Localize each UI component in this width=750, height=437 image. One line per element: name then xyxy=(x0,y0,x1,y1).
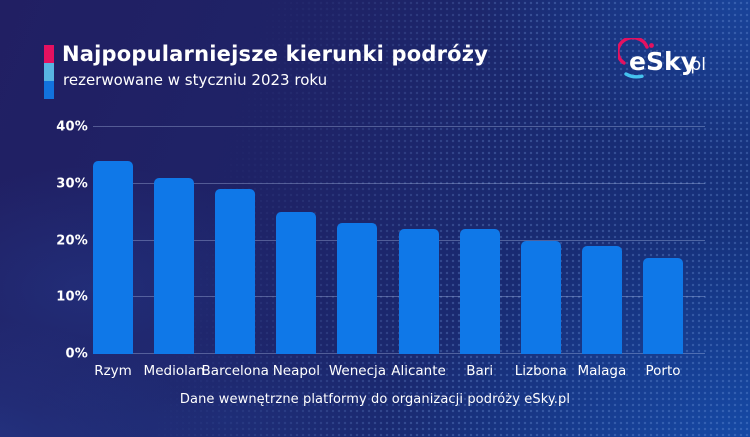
bar xyxy=(520,240,561,354)
bar-column: Barcelona xyxy=(202,127,269,379)
gridline xyxy=(93,126,705,127)
bar-column: Malaga xyxy=(577,127,626,379)
bar xyxy=(154,178,195,354)
x-axis-label: Malaga xyxy=(577,363,627,379)
x-axis-label: Porto xyxy=(645,363,681,379)
bar xyxy=(93,161,133,354)
bar xyxy=(642,257,683,354)
bar-column: Alicante xyxy=(391,127,446,379)
esky-logo-icon: eSky .pl xyxy=(616,36,706,79)
accent-lightblue-segment xyxy=(44,63,54,81)
x-axis-label: Lizbona xyxy=(514,363,567,379)
y-tick-label: 40% xyxy=(56,119,88,135)
x-axis-label: Wenecja xyxy=(328,363,387,379)
bar-column: Wenecja xyxy=(329,127,386,379)
bar xyxy=(276,212,317,354)
bar-column: Bari xyxy=(459,127,500,379)
x-axis-label: Rzym xyxy=(94,363,132,379)
x-axis-label: Alicante xyxy=(391,363,446,379)
chart-subtitle: rezerwowane w styczniu 2023 roku xyxy=(63,71,328,89)
bar xyxy=(459,229,500,354)
y-tick-label: 10% xyxy=(56,289,88,305)
bar xyxy=(215,189,256,354)
plot-area: Rzym Mediolan Barcelona Neapol Wenecja Alican… xyxy=(93,127,683,379)
bar-column: Rzym xyxy=(93,127,133,379)
y-axis: 0% 10% 20% 30% 40% xyxy=(28,120,88,362)
logo-cyan-arc-icon xyxy=(624,72,644,79)
y-tick-label: 0% xyxy=(65,346,88,362)
esky-logo: eSky .pl xyxy=(616,36,714,86)
data-source-note: Dane wewnętrzne platformy do organizacji… xyxy=(179,392,571,407)
bar xyxy=(581,246,622,354)
bar-column: Neapol xyxy=(273,127,320,379)
bar-column: Mediolan xyxy=(144,127,205,379)
gridline xyxy=(93,182,705,184)
logo-text: eSky xyxy=(629,47,697,76)
chart-title: Najpopularniejsze kierunki podróży xyxy=(62,42,489,66)
x-axis-label: Bari xyxy=(466,363,494,379)
title-accent-bar xyxy=(44,45,54,99)
bar xyxy=(337,223,378,354)
accent-pink-segment xyxy=(44,45,54,63)
accent-blue-segment xyxy=(44,81,54,99)
x-axis-label: Neapol xyxy=(272,363,320,379)
bar-column: Lizbona xyxy=(515,127,567,379)
bar-column: Porto xyxy=(642,127,683,379)
logo-suffix: .pl xyxy=(685,55,706,75)
x-axis-label: Barcelona xyxy=(201,363,269,379)
x-axis-label: Mediolan xyxy=(143,363,205,379)
y-tick-label: 20% xyxy=(56,233,88,248)
logo-pink-arc-icon xyxy=(616,36,649,65)
y-tick-label: 30% xyxy=(56,176,88,192)
bar xyxy=(398,229,439,354)
logo-pink-dot-icon xyxy=(649,43,654,48)
